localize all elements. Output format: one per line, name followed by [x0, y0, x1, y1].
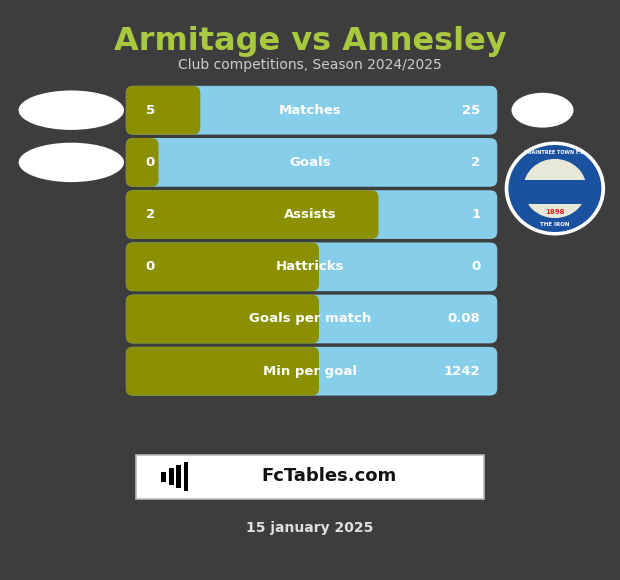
- Text: 25: 25: [463, 104, 480, 117]
- Text: Min per goal: Min per goal: [263, 365, 357, 378]
- FancyBboxPatch shape: [126, 242, 319, 291]
- Text: Matches: Matches: [278, 104, 342, 117]
- FancyBboxPatch shape: [126, 347, 319, 396]
- Text: Armitage vs Annesley: Armitage vs Annesley: [113, 26, 507, 57]
- Text: 0: 0: [471, 260, 480, 273]
- Text: 2: 2: [146, 208, 155, 221]
- FancyBboxPatch shape: [126, 295, 497, 343]
- FancyBboxPatch shape: [126, 138, 159, 187]
- Circle shape: [508, 145, 601, 232]
- Text: 0: 0: [146, 260, 155, 273]
- FancyBboxPatch shape: [126, 138, 497, 187]
- FancyBboxPatch shape: [126, 347, 497, 396]
- Text: 0: 0: [146, 156, 155, 169]
- Circle shape: [523, 159, 587, 218]
- Text: THE IRON: THE IRON: [540, 222, 570, 227]
- FancyBboxPatch shape: [126, 242, 497, 291]
- Bar: [184, 462, 188, 491]
- Bar: [523, 180, 587, 204]
- Text: 2: 2: [471, 156, 480, 169]
- Bar: [161, 472, 166, 482]
- Text: Goals per match: Goals per match: [249, 313, 371, 325]
- Text: BRAINTREE TOWN F.C.: BRAINTREE TOWN F.C.: [524, 150, 586, 155]
- Text: FcTables.com: FcTables.com: [261, 466, 396, 485]
- Text: 0.08: 0.08: [448, 313, 480, 325]
- Bar: [169, 468, 174, 485]
- Circle shape: [505, 142, 605, 235]
- FancyBboxPatch shape: [136, 455, 484, 499]
- Text: Goals: Goals: [289, 156, 331, 169]
- Text: Hattricks: Hattricks: [276, 260, 344, 273]
- Text: 1: 1: [471, 208, 480, 221]
- Text: Club competitions, Season 2024/2025: Club competitions, Season 2024/2025: [178, 58, 442, 72]
- Bar: [176, 465, 181, 488]
- FancyBboxPatch shape: [126, 295, 319, 343]
- FancyBboxPatch shape: [126, 190, 497, 239]
- Text: Assists: Assists: [284, 208, 336, 221]
- Ellipse shape: [19, 90, 124, 130]
- Ellipse shape: [512, 93, 574, 128]
- Text: 1242: 1242: [444, 365, 480, 378]
- FancyBboxPatch shape: [126, 86, 497, 135]
- Ellipse shape: [19, 143, 124, 182]
- Text: 1898: 1898: [545, 209, 565, 215]
- FancyBboxPatch shape: [126, 86, 200, 135]
- Text: 5: 5: [146, 104, 155, 117]
- FancyBboxPatch shape: [126, 190, 379, 239]
- Text: 15 january 2025: 15 january 2025: [246, 521, 374, 535]
